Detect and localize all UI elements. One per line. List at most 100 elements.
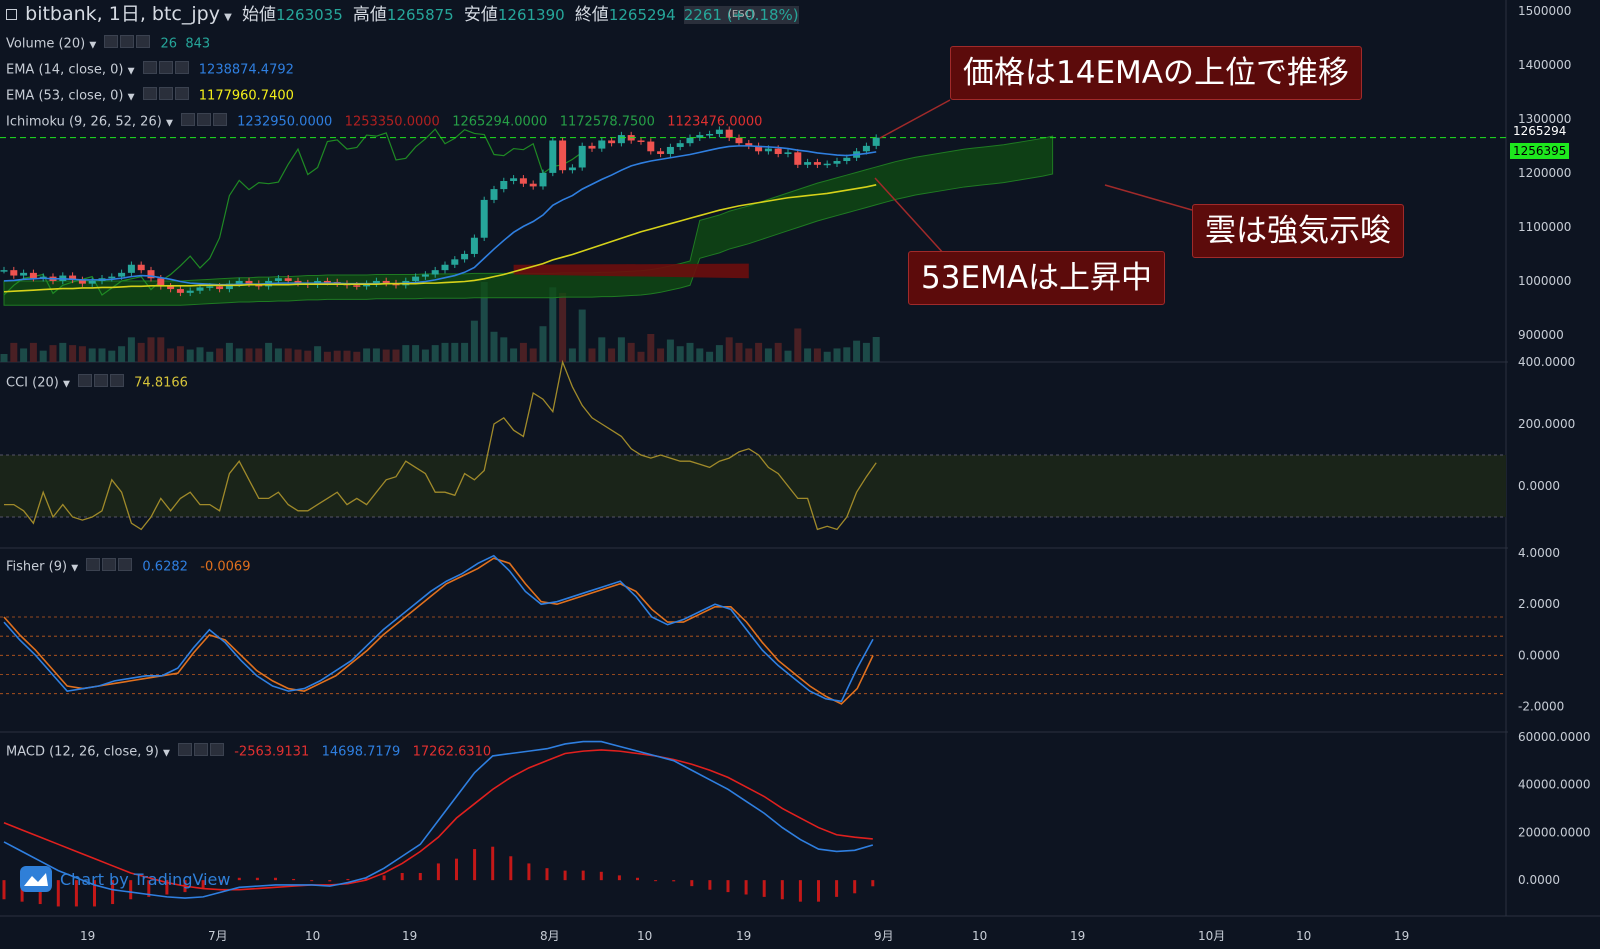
price-tick-label: 1100000 xyxy=(1518,220,1571,234)
close-icon[interactable] xyxy=(136,35,151,48)
indicator-tools[interactable] xyxy=(142,87,191,105)
fisher-value-2: -0.0069 xyxy=(200,559,251,575)
gear-icon[interactable] xyxy=(120,35,135,48)
candle xyxy=(588,145,596,149)
candle xyxy=(118,272,126,277)
indicator-tools[interactable] xyxy=(181,113,229,131)
chevron-down-icon[interactable]: ▼ xyxy=(127,66,135,77)
symbol-title[interactable]: bitbank, 1日, btc_jpy xyxy=(25,3,220,25)
cci-line xyxy=(4,359,877,531)
volume-bar xyxy=(647,334,655,362)
annotation-pointer xyxy=(1104,184,1193,211)
eye-icon[interactable] xyxy=(181,113,195,126)
volume-bar xyxy=(382,349,390,362)
close-icon[interactable] xyxy=(118,558,133,571)
collapse-icon[interactable] xyxy=(6,9,17,20)
chevron-down-icon[interactable]: ▼ xyxy=(127,92,135,103)
annotation-price-above-ema14[interactable]: 価格は14EMAの上位で推移 xyxy=(950,46,1362,100)
cci-tick-label: 200.0000 xyxy=(1518,417,1575,431)
time-tick-label: 9月 xyxy=(874,929,894,943)
time-tick-label: 10 xyxy=(1296,929,1311,943)
cci-band xyxy=(0,455,1506,517)
cci-value: 74.8166 xyxy=(134,375,188,391)
chart-header: bitbank, 1日, btc_jpy ▼ 始値1263035 高値12658… xyxy=(6,3,799,26)
eye-icon[interactable] xyxy=(86,558,101,571)
ema53-label[interactable]: EMA (53, close, 0) xyxy=(6,88,124,104)
candle xyxy=(323,280,331,283)
candle xyxy=(127,264,135,273)
volume-bar xyxy=(862,342,870,362)
macd-value-2: 14698.7179 xyxy=(321,744,401,760)
close-icon[interactable] xyxy=(210,743,225,756)
candle xyxy=(372,280,380,284)
macd-histogram-bar xyxy=(780,880,784,900)
close-icon[interactable] xyxy=(174,87,189,100)
macd-histogram-bar xyxy=(599,871,603,881)
annotation-cloud-bullish[interactable]: 雲は強気示唆 xyxy=(1192,204,1404,258)
eye-icon[interactable] xyxy=(142,87,157,100)
candle xyxy=(519,178,527,184)
volume-bar xyxy=(49,345,57,362)
candle xyxy=(774,148,782,154)
macd-histogram-bar xyxy=(346,878,350,881)
indicator-tools[interactable] xyxy=(86,558,134,576)
ichimoku-label[interactable]: Ichimoku (9, 26, 52, 26) xyxy=(6,114,162,130)
chevron-down-icon[interactable]: ▼ xyxy=(224,12,232,23)
close-icon[interactable] xyxy=(213,113,227,126)
volume-bar xyxy=(657,348,665,362)
chevron-down-icon[interactable]: ▼ xyxy=(163,748,170,759)
close-icon[interactable] xyxy=(110,374,125,387)
candle xyxy=(735,137,743,144)
macd-histogram-bar xyxy=(581,870,585,881)
close-icon[interactable] xyxy=(174,61,189,74)
chevron-down-icon[interactable]: ▼ xyxy=(165,118,173,129)
eye-icon[interactable] xyxy=(142,61,157,74)
macd-label[interactable]: MACD (12, 26, close, 9) xyxy=(6,744,159,760)
eye-icon[interactable] xyxy=(178,743,193,756)
gear-icon[interactable] xyxy=(197,113,211,126)
ichimoku-lagging-span xyxy=(3,128,583,296)
time-tick-label: 8月 xyxy=(540,929,560,943)
candle xyxy=(500,181,508,190)
volume-label[interactable]: Volume (20) xyxy=(6,36,86,52)
chevron-down-icon[interactable]: ▼ xyxy=(71,563,79,574)
fisher-label[interactable]: Fisher (9) xyxy=(6,559,68,575)
volume-bar xyxy=(157,337,165,362)
volume-bar xyxy=(59,342,67,362)
volume-bar xyxy=(29,342,37,362)
tradingview-branding[interactable]: Chart by TradingView xyxy=(20,866,230,892)
time-tick-label: 19 xyxy=(1394,929,1409,943)
cci-label[interactable]: CCI (20) xyxy=(6,375,59,391)
ema14-label[interactable]: EMA (14, close, 0) xyxy=(6,62,124,78)
tradingview-logo-icon xyxy=(20,866,52,892)
gear-icon[interactable] xyxy=(102,558,117,571)
macd-histogram-bar xyxy=(201,880,205,889)
gear-icon[interactable] xyxy=(158,61,173,74)
gear-icon[interactable] xyxy=(158,87,173,100)
indicator-tools[interactable] xyxy=(104,35,152,53)
volume-bar xyxy=(176,346,184,362)
eye-icon[interactable] xyxy=(78,374,93,387)
macd-histogram-bar xyxy=(165,880,169,895)
candle xyxy=(284,278,292,281)
macd-histogram-bar xyxy=(255,877,259,881)
macd-value-3: 17262.6310 xyxy=(412,744,492,760)
indicator-tools[interactable] xyxy=(142,61,191,79)
volume-bar xyxy=(598,337,606,362)
volume-bar xyxy=(392,349,400,362)
candle xyxy=(451,259,459,265)
macd-histogram-bar xyxy=(672,880,676,882)
fisher-line xyxy=(3,554,874,703)
gear-icon[interactable] xyxy=(94,374,109,387)
indicator-tools[interactable] xyxy=(178,743,226,761)
esc-hint: (ESC) xyxy=(728,9,756,20)
eye-icon[interactable] xyxy=(104,35,119,48)
indicator-tools[interactable] xyxy=(78,374,126,392)
annotation-ema53-rising[interactable]: 53EMAは上昇中 xyxy=(908,251,1165,305)
candle xyxy=(10,270,18,276)
chevron-down-icon[interactable]: ▼ xyxy=(89,40,97,51)
gear-icon[interactable] xyxy=(194,743,209,756)
macd-histogram-bar xyxy=(147,880,151,897)
chevron-down-icon[interactable]: ▼ xyxy=(62,379,70,390)
